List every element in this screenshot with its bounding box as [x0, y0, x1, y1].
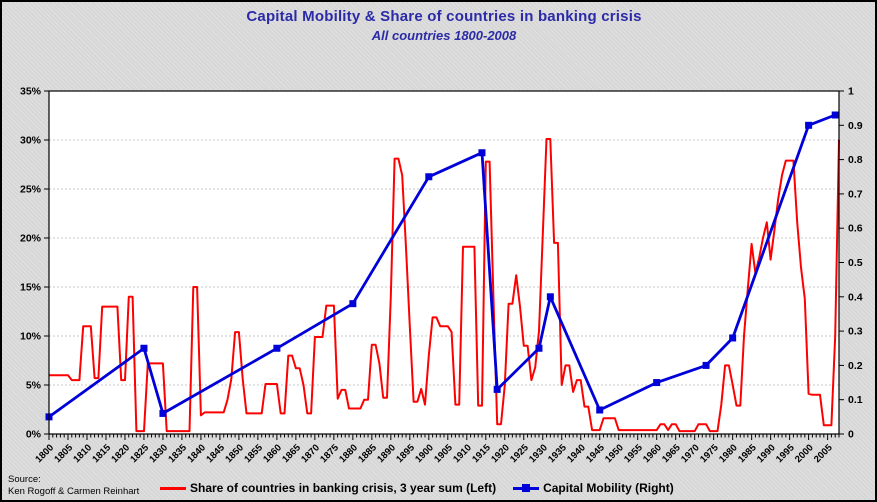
left-axis-label: 20% — [20, 233, 42, 245]
x-tick-label: 1960 — [641, 442, 664, 465]
left-axis-label: 30% — [20, 135, 42, 147]
right-axis-label: 0.4 — [848, 291, 863, 303]
red-line-swatch — [160, 486, 186, 490]
x-tick-label: 1900 — [413, 442, 436, 465]
x-tick-label: 1890 — [375, 442, 398, 465]
x-tick-label: 1885 — [356, 442, 379, 465]
x-tick-label: 1990 — [755, 442, 778, 465]
right-axis-label: 0.1 — [848, 394, 863, 406]
x-tick-label: 1970 — [679, 442, 702, 465]
x-tick-label: 1920 — [489, 442, 512, 465]
plot-area — [49, 91, 839, 434]
x-tick-label: 1835 — [166, 442, 189, 465]
right-axis-label: 0.2 — [848, 360, 863, 372]
x-tick-label: 1870 — [299, 442, 322, 465]
x-tick-label: 1950 — [603, 442, 626, 465]
left-axis-label: 25% — [20, 184, 42, 196]
right-axis-label: 0.5 — [848, 257, 863, 269]
capital-mobility-marker — [349, 300, 357, 308]
x-tick-label: 1895 — [394, 442, 417, 465]
x-tick-label: 1945 — [584, 442, 607, 465]
capital-mobility-marker — [596, 406, 604, 414]
legend-label-banking-crisis: Share of countries in banking crisis, 3 … — [190, 481, 497, 495]
x-tick-label: 1865 — [280, 442, 303, 465]
right-axis-label: 0.7 — [848, 188, 863, 200]
capital-mobility-marker — [831, 111, 839, 119]
capital-mobility-marker — [478, 149, 486, 157]
x-tick-label: 1985 — [736, 442, 759, 465]
x-tick-label: 1925 — [508, 442, 531, 465]
source-label: Source: — [8, 474, 41, 486]
capital-mobility-marker — [653, 379, 661, 387]
x-tick-label: 1915 — [470, 442, 493, 465]
blue-line-swatch — [513, 483, 540, 492]
x-tick-label: 1820 — [109, 442, 132, 465]
legend-label-capital-mobility: Capital Mobility (Right) — [543, 481, 674, 495]
left-axis-label: 0% — [26, 429, 42, 441]
chart-title: Capital Mobility & Share of countries in… — [246, 8, 642, 25]
x-tick-label: 1825 — [128, 442, 151, 465]
capital-mobility-marker — [805, 121, 813, 129]
left-axis-label: 5% — [26, 380, 42, 392]
x-tick-label: 1955 — [622, 442, 645, 465]
x-tick-label: 1805 — [52, 442, 75, 465]
capital-mobility-marker — [140, 344, 148, 352]
capital-mobility-series-line — [48, 113, 836, 419]
x-tick-label: 1845 — [204, 442, 227, 465]
chart-subtitle: All countries 1800-2008 — [371, 28, 517, 43]
banking-crisis-series-line — [49, 138, 840, 433]
source-authors: Ken Rogoff & Carmen Reinhart — [8, 486, 140, 498]
x-tick-label: 1995 — [774, 442, 797, 465]
x-tick-label: 1910 — [451, 442, 474, 465]
x-tick-label: 1940 — [565, 442, 588, 465]
capital-mobility-marker — [546, 293, 554, 301]
capital-mobility-marker — [702, 361, 710, 369]
legend-item-banking-crisis: Share of countries in banking crisis, 3 … — [160, 481, 496, 495]
x-tick-label: 1840 — [185, 442, 208, 465]
legend-item-capital-mobility: Capital Mobility (Right) — [513, 481, 674, 495]
right-axis-label: 0.6 — [848, 223, 863, 235]
x-tick-label: 1875 — [318, 442, 341, 465]
blue-square-marker-icon — [522, 483, 531, 492]
x-tick-label: 1980 — [717, 442, 740, 465]
x-tick-label: 1935 — [546, 442, 569, 465]
x-tick-label: 1905 — [432, 442, 455, 465]
right-axis-label: 1 — [848, 86, 854, 98]
x-tick-label: 2000 — [793, 442, 816, 465]
left-axis-label: 10% — [20, 331, 42, 343]
capital-mobility-marker — [535, 344, 543, 352]
left-axis-label: 15% — [20, 282, 42, 294]
x-tick-label: 1860 — [261, 442, 284, 465]
x-tick-label: 1855 — [242, 442, 265, 465]
x-tick-label: 2005 — [812, 442, 835, 465]
capital-mobility-marker — [273, 344, 281, 352]
x-tick-label: 1800 — [33, 442, 56, 465]
x-tick-label: 1850 — [223, 442, 246, 465]
source-note: Source: Ken Rogoff & Carmen Reinhart — [8, 474, 139, 498]
capital-mobility-marker — [425, 173, 433, 181]
right-axis-label: 0.9 — [848, 120, 863, 132]
right-axis-label: 0.8 — [848, 154, 863, 166]
legend: Share of countries in banking crisis, 3 … — [160, 481, 674, 495]
x-tick-label: 1815 — [90, 442, 113, 465]
right-axis-label: 0 — [848, 429, 854, 441]
right-axis-label: 0.3 — [848, 326, 863, 338]
x-tick-label: 1810 — [71, 442, 94, 465]
x-tick-label: 1830 — [147, 442, 170, 465]
left-axis-label: 35% — [20, 86, 42, 98]
x-tick-label: 1975 — [698, 442, 721, 465]
x-tick-label: 1965 — [660, 442, 683, 465]
capital-mobility-marker — [159, 409, 167, 417]
capital-mobility-marker — [729, 334, 737, 342]
x-tick-label: 1880 — [337, 442, 360, 465]
capital-mobility-marker — [493, 385, 501, 393]
x-tick-label: 1930 — [527, 442, 550, 465]
